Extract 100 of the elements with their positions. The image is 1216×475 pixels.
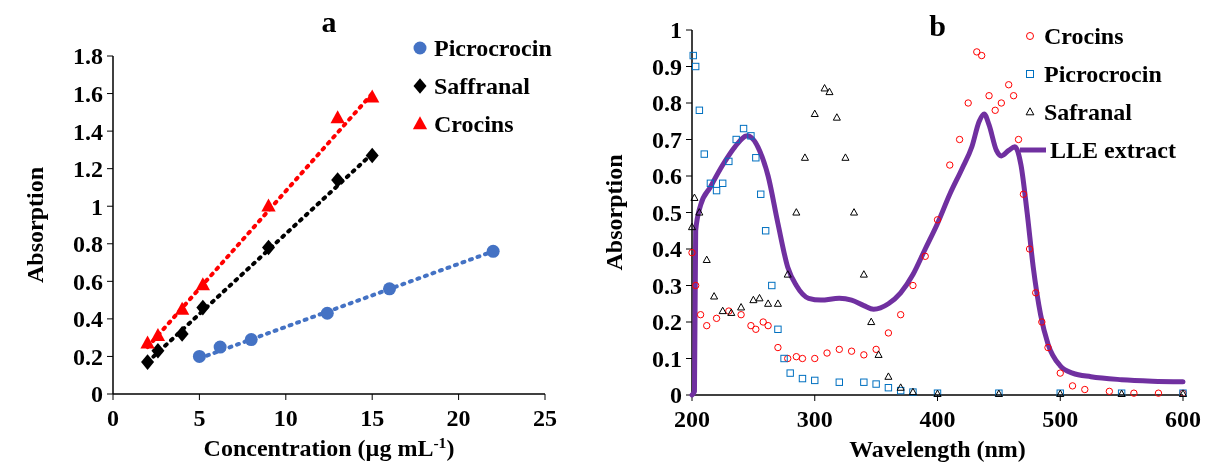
point bbox=[140, 335, 155, 349]
y-tick-label: 1.2 bbox=[73, 156, 103, 183]
point bbox=[261, 198, 276, 212]
point bbox=[320, 306, 334, 320]
point bbox=[752, 325, 760, 333]
point bbox=[823, 349, 831, 357]
point bbox=[710, 292, 719, 300]
point bbox=[798, 354, 807, 363]
y-tick-label: 0.5 bbox=[652, 199, 682, 226]
point bbox=[991, 106, 999, 114]
point bbox=[850, 208, 859, 216]
point bbox=[365, 147, 379, 164]
point bbox=[860, 351, 868, 359]
point bbox=[752, 154, 760, 162]
y-axis-title: Absorption bbox=[22, 166, 48, 284]
point bbox=[213, 340, 227, 354]
point bbox=[330, 110, 345, 124]
x-tick-label: 200 bbox=[674, 406, 710, 432]
point bbox=[835, 378, 843, 386]
y-tick-label: 0.9 bbox=[652, 53, 682, 80]
point bbox=[768, 281, 776, 290]
y-axis-title: Absorption bbox=[601, 154, 627, 271]
point bbox=[780, 354, 788, 363]
x-tick-label: 25 bbox=[533, 405, 557, 431]
point bbox=[896, 311, 905, 319]
point bbox=[1154, 389, 1163, 397]
point bbox=[872, 345, 880, 354]
point bbox=[832, 113, 841, 121]
point bbox=[1056, 369, 1064, 377]
point bbox=[706, 179, 715, 187]
y-tick-label: 0.7 bbox=[652, 126, 682, 153]
x-tick-label: 15 bbox=[360, 405, 385, 431]
x-tick-label: 400 bbox=[919, 406, 956, 432]
point bbox=[696, 311, 705, 319]
point bbox=[718, 306, 727, 315]
point bbox=[872, 380, 880, 388]
point bbox=[755, 293, 764, 302]
point bbox=[691, 281, 700, 290]
point bbox=[764, 321, 772, 330]
point bbox=[732, 135, 740, 144]
y-tick-label: 0.2 bbox=[652, 309, 682, 336]
point bbox=[365, 89, 380, 103]
x-tick-label: 300 bbox=[796, 406, 833, 432]
point bbox=[151, 343, 165, 359]
point bbox=[759, 318, 767, 326]
x-tick-label: 10 bbox=[273, 405, 298, 431]
y-tick-label: 1.4 bbox=[73, 118, 103, 145]
point bbox=[1019, 190, 1028, 198]
point bbox=[747, 321, 755, 330]
y-tick-label: 0.4 bbox=[652, 236, 682, 263]
point bbox=[811, 354, 819, 363]
point bbox=[703, 321, 711, 330]
point bbox=[1005, 81, 1013, 89]
point bbox=[747, 132, 755, 140]
point bbox=[690, 193, 699, 201]
y-tick-label: 0.8 bbox=[652, 90, 682, 117]
point bbox=[691, 62, 700, 71]
point bbox=[1009, 92, 1018, 100]
point bbox=[896, 383, 905, 391]
point bbox=[712, 314, 721, 323]
y-tick-label: 0.4 bbox=[73, 306, 103, 333]
point bbox=[737, 311, 745, 319]
x-tick-label: 500 bbox=[1042, 406, 1079, 432]
point bbox=[700, 150, 708, 158]
point bbox=[331, 172, 345, 188]
legend-label: Picrocrocin bbox=[434, 35, 552, 62]
point bbox=[997, 99, 1006, 107]
point bbox=[811, 376, 819, 385]
point bbox=[141, 354, 155, 370]
point bbox=[192, 349, 206, 363]
point bbox=[195, 277, 211, 291]
point bbox=[1038, 318, 1046, 326]
x-axis-title: Wavelength (nm) bbox=[849, 436, 1026, 462]
point bbox=[774, 343, 782, 352]
point bbox=[1130, 389, 1138, 397]
point bbox=[695, 106, 704, 114]
legend-label: LLE extract bbox=[1050, 137, 1176, 164]
point bbox=[175, 326, 189, 342]
point bbox=[757, 190, 765, 198]
x-tick-label: 600 bbox=[1165, 406, 1201, 432]
point bbox=[774, 325, 782, 333]
point bbox=[847, 347, 856, 355]
point bbox=[884, 384, 893, 392]
x-tick-label: 0 bbox=[107, 405, 119, 431]
point bbox=[1025, 245, 1034, 253]
point bbox=[689, 51, 697, 60]
legend-label: Saffranal bbox=[434, 73, 531, 100]
y-tick-label: 1 bbox=[670, 17, 682, 44]
point bbox=[874, 350, 883, 358]
point bbox=[784, 354, 792, 363]
x-tick-label: 20 bbox=[446, 405, 471, 431]
y-tick-label: 0.6 bbox=[652, 163, 682, 190]
point bbox=[1081, 385, 1089, 394]
point bbox=[909, 281, 917, 290]
point bbox=[835, 345, 843, 354]
point bbox=[1068, 382, 1077, 390]
point bbox=[884, 372, 893, 380]
y-tick-label: 1 bbox=[91, 193, 103, 220]
point bbox=[764, 299, 773, 307]
point bbox=[884, 329, 893, 337]
